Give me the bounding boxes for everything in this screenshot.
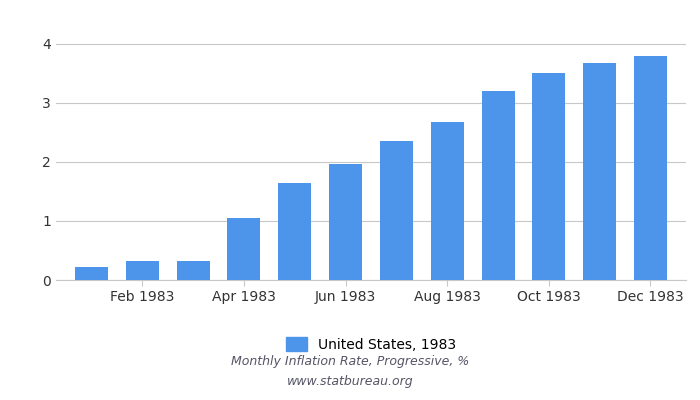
Bar <box>75 267 108 280</box>
Bar <box>126 260 159 280</box>
Bar <box>380 141 413 280</box>
Text: Monthly Inflation Rate, Progressive, %: Monthly Inflation Rate, Progressive, % <box>231 356 469 368</box>
Bar <box>532 73 566 280</box>
Bar <box>279 182 312 280</box>
Text: www.statbureau.org: www.statbureau.org <box>287 376 413 388</box>
Bar <box>634 56 667 280</box>
Bar <box>329 164 362 280</box>
Bar <box>430 122 463 280</box>
Legend: United States, 1983: United States, 1983 <box>281 332 461 358</box>
Bar <box>482 91 514 280</box>
Bar <box>228 218 260 280</box>
Bar <box>176 260 210 280</box>
Bar <box>583 63 616 280</box>
